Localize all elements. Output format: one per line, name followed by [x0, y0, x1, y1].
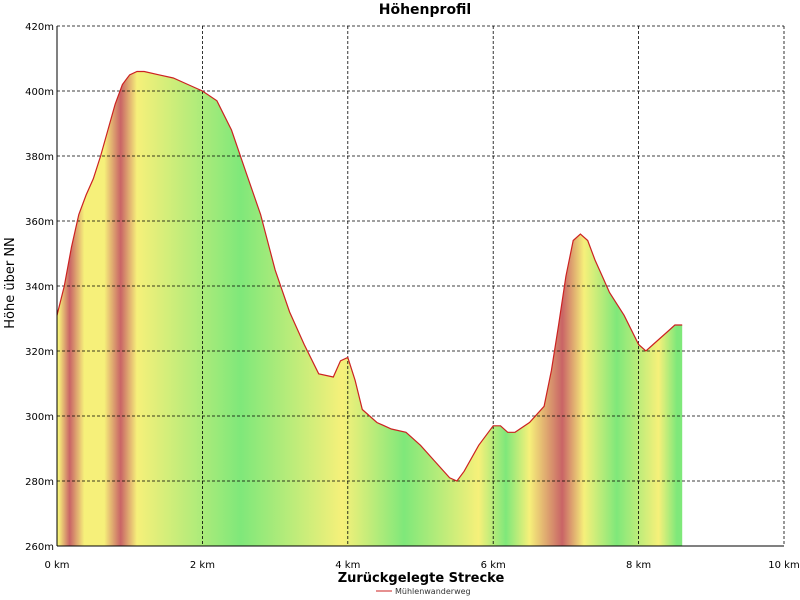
elevation-area — [57, 71, 683, 546]
x-tick-labels: 0 km 2 km 4 km 6 km 8 km 10 km — [44, 560, 799, 571]
y-tick-label: 380m — [25, 152, 54, 163]
chart-title: Höhenprofil — [379, 2, 471, 18]
y-tick-label: 320m — [25, 347, 54, 358]
x-tick-label: 0 km — [44, 560, 69, 571]
x-tick-label: 4 km — [335, 560, 360, 571]
x-tick-label: 8 km — [626, 560, 651, 571]
legend: Mühlenwanderweg — [376, 587, 471, 596]
axes — [56, 26, 784, 547]
legend-label: Mühlenwanderweg — [395, 587, 471, 596]
x-tick-label: 10 km — [768, 560, 799, 571]
y-axis-label: Höhe über NN — [3, 237, 18, 329]
y-tick-label: 340m — [25, 282, 54, 293]
y-tick-labels: 260m 280m 300m 320m 340m 360m 380m 400m 420m — [25, 22, 54, 553]
y-tick-label: 300m — [25, 412, 54, 423]
x-tick-label: 2 km — [190, 560, 215, 571]
y-tick-label: 400m — [25, 87, 54, 98]
x-axis-label: Zurückgelegte Strecke — [338, 571, 505, 586]
y-tick-label: 280m — [25, 477, 54, 488]
series-lines — [56, 70, 683, 482]
x-tick-label: 6 km — [481, 560, 506, 571]
elevation-area-fill — [57, 71, 683, 546]
y-tick-label: 420m — [25, 22, 54, 33]
y-tick-label: 360m — [25, 217, 54, 228]
elevation-line — [56, 70, 683, 482]
y-tick-label: 260m — [25, 542, 54, 553]
